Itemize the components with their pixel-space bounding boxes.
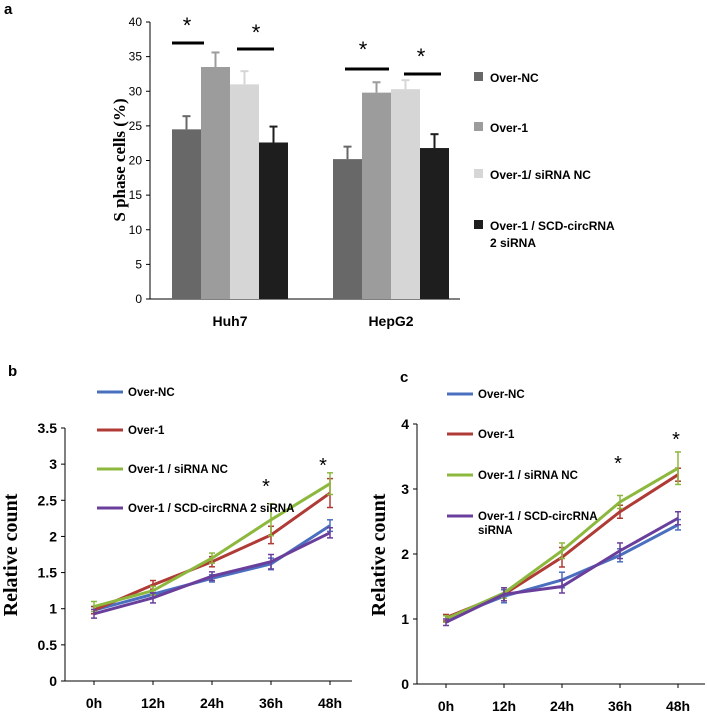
panel-a-significance-star: *: [359, 37, 368, 62]
panel-c-x-tick-label: 0h: [438, 698, 454, 712]
panel-a-y-tick-label: 40: [129, 15, 143, 29]
panel-c-legend-label: Over-1 / siRNA NC: [478, 470, 578, 482]
panel-b-y-tick-label: 2.5: [38, 492, 58, 508]
panel-c-x-tick-label: 36h: [608, 698, 632, 712]
panel-c-legend-label: Over-NC: [478, 389, 525, 401]
panel-a-y-tick-label: 35: [129, 50, 143, 64]
panel-a-y-tick-label: 5: [135, 257, 142, 271]
panel-b-legend-label: Over-1 / SCD-circRNA 2 siRNA: [128, 503, 294, 515]
panel-a-significance-star: *: [417, 44, 426, 69]
panel-b-y-label: Relative count: [0, 493, 22, 616]
panel-b-x-tick-label: 0h: [86, 695, 102, 711]
panel-a-y-tick-label: 30: [129, 84, 143, 98]
panel-a-legend-swatch: [474, 122, 483, 131]
panel-a-legend-label: Over-1 / SCD-circRNA: [490, 219, 615, 233]
panel-a-legend-label: Over-NC: [490, 71, 539, 85]
panel-b-x-tick-label: 36h: [259, 695, 283, 711]
panel-b-x-tick-label: 12h: [141, 695, 165, 711]
panel-c-x-tick-label: 48h: [666, 698, 690, 712]
panel-c-significance-star: *: [614, 453, 622, 475]
panel-c-y-tick-label: 0: [401, 676, 409, 692]
panel-a-significance-star: *: [252, 20, 261, 45]
panel-b-y-tick-label: 1.5: [38, 565, 58, 581]
panel-a-y-tick-label: 15: [129, 188, 143, 202]
panel-b-y-tick-label: 0.5: [38, 637, 58, 653]
panel-c-y-tick-label: 3: [401, 481, 409, 497]
panel-c-letter: c: [400, 369, 408, 386]
panel-c-x-tick-label: 12h: [492, 698, 516, 712]
panel-a-bar: [362, 92, 391, 299]
panel-a-y-tick-label: 25: [129, 119, 143, 133]
panel-a-bar: [391, 89, 420, 299]
panel-b-x-tick-label: 48h: [318, 695, 342, 711]
panel-b-y-tick-label: 1: [49, 601, 57, 617]
panel-a-bar: [333, 159, 362, 299]
panel-c-y-tick-label: 1: [401, 611, 409, 627]
panel-a-y-tick-label: 10: [129, 223, 143, 237]
panel-c-line-chart: c 0 1 2 3 4 0h 12h 24h 36h 48h Over-NC Over-1 Over…: [368, 369, 705, 712]
panel-a-legend-swatch: [474, 220, 483, 229]
panel-b-y-tick-label: 3: [49, 456, 57, 472]
panel-c-legend-label: Over-1 / SCD-circRNA: [478, 511, 598, 523]
panel-b-y-tick-label: 2: [49, 528, 57, 544]
panel-c-significance-star: *: [672, 429, 680, 451]
panel-a-y-label: S phase cells (%): [110, 98, 129, 221]
panel-a-bar: [172, 129, 201, 299]
panel-b-y-tick-label: 0: [49, 673, 57, 689]
panel-c-y-label: Relative count: [368, 493, 390, 616]
panel-c-y-tick-label: 4: [401, 416, 409, 432]
panel-a-bar: [201, 67, 230, 299]
panel-a-y-tick-label: 20: [129, 154, 143, 168]
panel-a-legend-swatch: [474, 169, 483, 178]
panel-a-significance-star: *: [183, 13, 192, 38]
panel-c-legend-label: Over-1: [478, 429, 515, 441]
panel-a-legend-swatch: [474, 72, 483, 81]
panel-b-x-tick-label: 24h: [200, 695, 224, 711]
panel-a-y-tick-label: 0: [135, 292, 142, 306]
panel-b-legend-label: Over-NC: [128, 387, 175, 399]
panel-b-letter: b: [8, 363, 17, 380]
panel-a-legend-label: 2 siRNA: [490, 236, 536, 250]
panel-b-y-tick-label: 3.5: [38, 420, 58, 436]
panel-a-legend-label: Over-1/ siRNA NC: [490, 168, 591, 182]
panel-b-legend-label: Over-1 / siRNA NC: [128, 464, 228, 476]
panel-a-bar: [259, 142, 288, 299]
panel-a-legend-label: Over-1: [490, 121, 528, 135]
panel-a-x-tick-label: Huh7: [213, 313, 248, 329]
panel-a-x-tick-label: HepG2: [368, 313, 413, 329]
panel-c-x-tick-label: 24h: [550, 698, 574, 712]
panel-a-bar: [420, 148, 449, 299]
panel-b-significance-star: *: [262, 476, 270, 498]
panel-a-letter: a: [4, 1, 13, 18]
panel-b-legend-label: Over-1: [128, 425, 165, 437]
panel-a-bar-chart: a 0 5 10 15 20 25 30 35 40 Huh7 HepG2 * * * * S phas…: [4, 1, 615, 329]
panel-b-line-chart: b 0 0.5 1 1.5 2 2.5 3 3.5 0h 12h 24h 36h 48h Over-N…: [0, 363, 352, 711]
panel-c-y-tick-label: 2: [401, 546, 409, 562]
panel-c-legend-label: siRNA: [478, 525, 513, 537]
panel-b-significance-star: *: [319, 455, 327, 477]
panel-a-bar: [230, 84, 259, 299]
